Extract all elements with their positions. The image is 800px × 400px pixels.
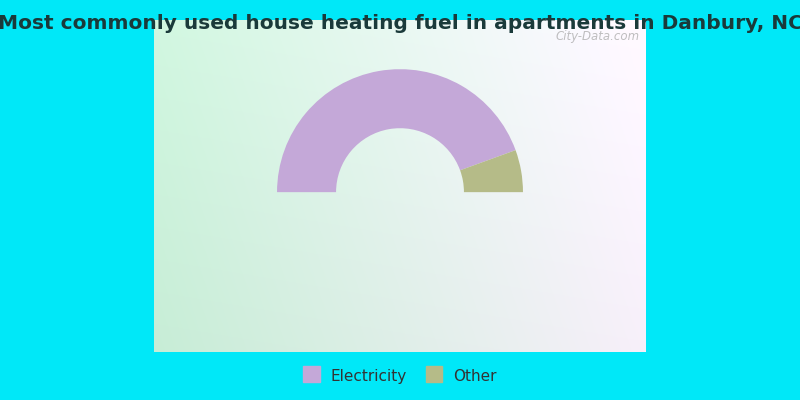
Text: Most commonly used house heating fuel in apartments in Danbury, NC: Most commonly used house heating fuel in… — [0, 14, 800, 33]
Legend: Electricity, Other: Electricity, Other — [299, 364, 501, 388]
Wedge shape — [460, 150, 523, 192]
Text: City-Data.com: City-Data.com — [556, 30, 640, 43]
Wedge shape — [277, 69, 515, 192]
